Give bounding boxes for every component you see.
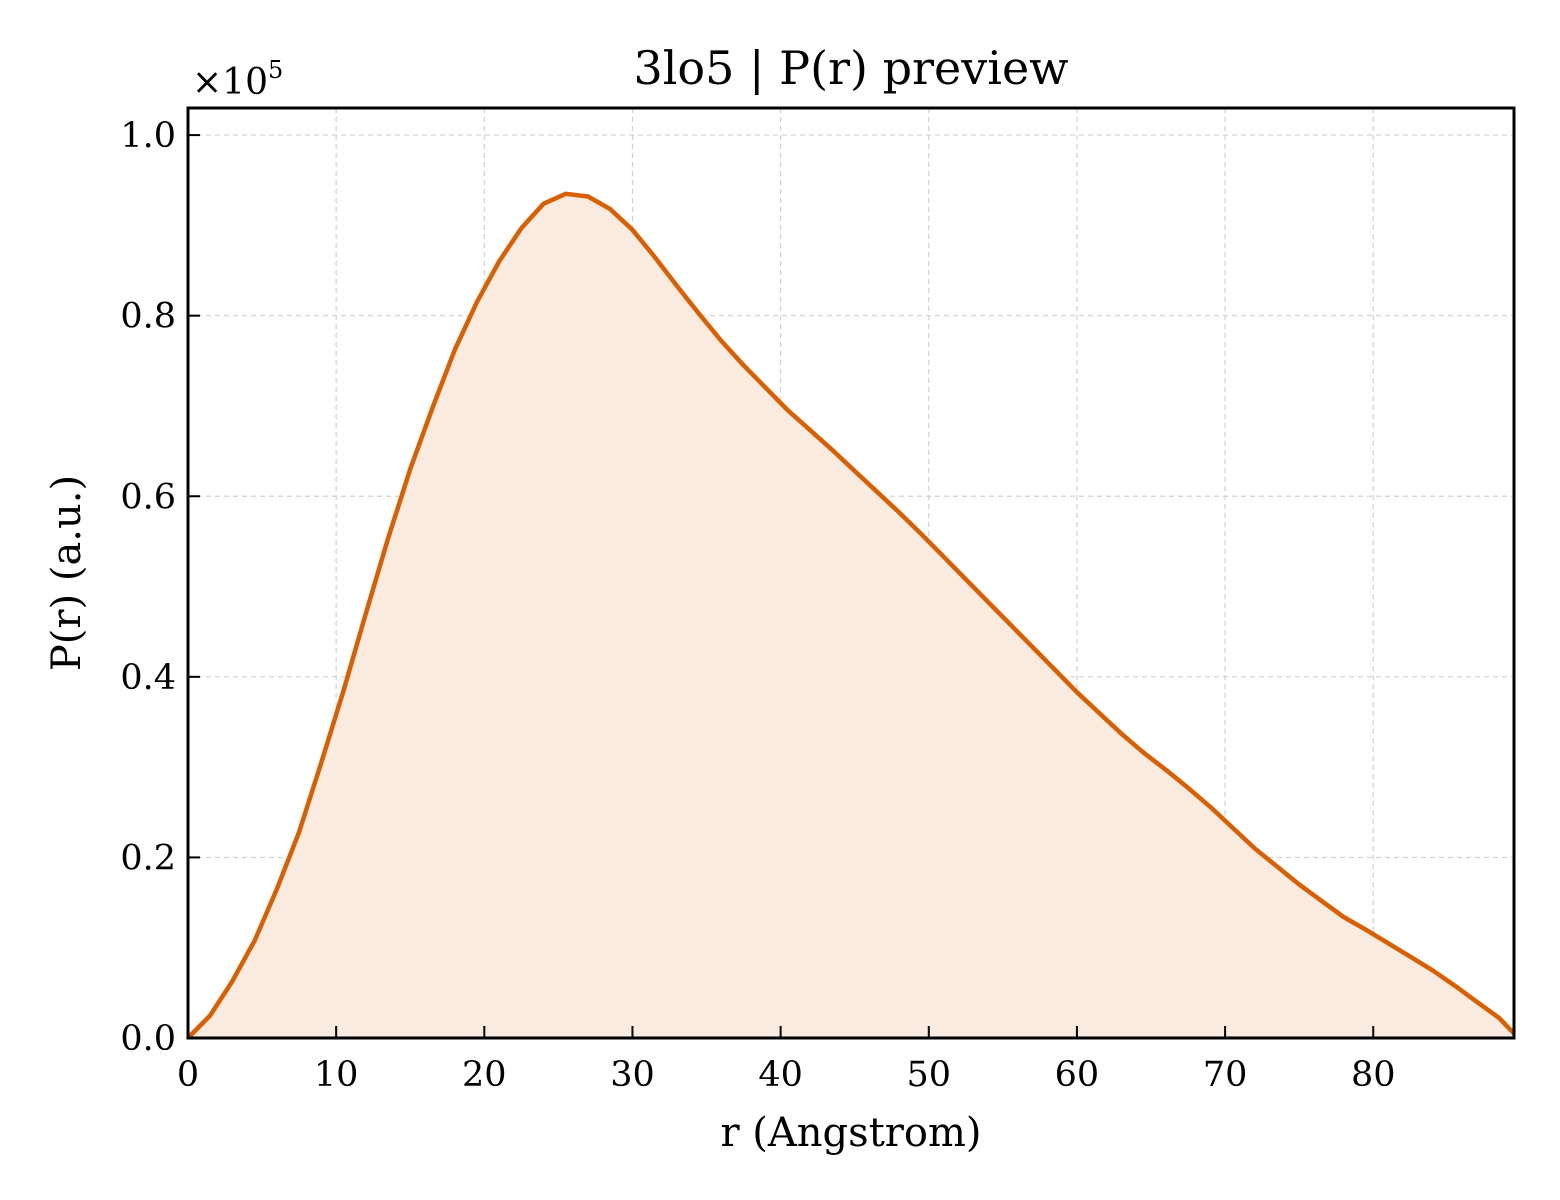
pr-area-fill [188,193,1514,1039]
x-tick-label: 50 [907,1055,952,1095]
plot-frame [186,106,1516,1040]
y-tick-label: 0.0 [120,1019,176,1059]
x-tick-label: 20 [462,1055,507,1095]
y-offset-base: ×10 [192,62,268,103]
y-tick-label: 0.6 [120,477,176,517]
y-offset-label: ×105 [192,56,283,103]
x-tick-label: 0 [177,1055,199,1095]
x-tick-label: 80 [1351,1055,1396,1095]
pr-curve-line [186,191,1516,1040]
x-tick-label: 10 [314,1055,359,1095]
y-offset-exponent: 5 [268,56,283,84]
x-axis-label: r (Angstrom) [720,1110,981,1156]
y-tick-label: 1.0 [120,116,176,156]
y-tick-label: 0.8 [120,297,176,337]
x-tick-label: 40 [758,1055,803,1095]
x-tick-label: 30 [610,1055,655,1095]
y-axis-label: P(r) (a.u.) [44,475,90,671]
chart-title: 3lo5 | P(r) preview [633,41,1068,95]
x-tick-label: 70 [1203,1055,1248,1095]
x-tick-label: 60 [1055,1055,1100,1095]
y-tick-labels: 0.0 0.2 0.4 0.6 0.8 1.0 [120,116,176,1059]
y-tick-label: 0.4 [120,658,176,698]
y-tick-label: 0.2 [120,838,176,878]
x-tick-labels: 0 10 20 30 40 50 60 70 80 [177,1055,1396,1095]
tick-marks [187,134,1375,1039]
